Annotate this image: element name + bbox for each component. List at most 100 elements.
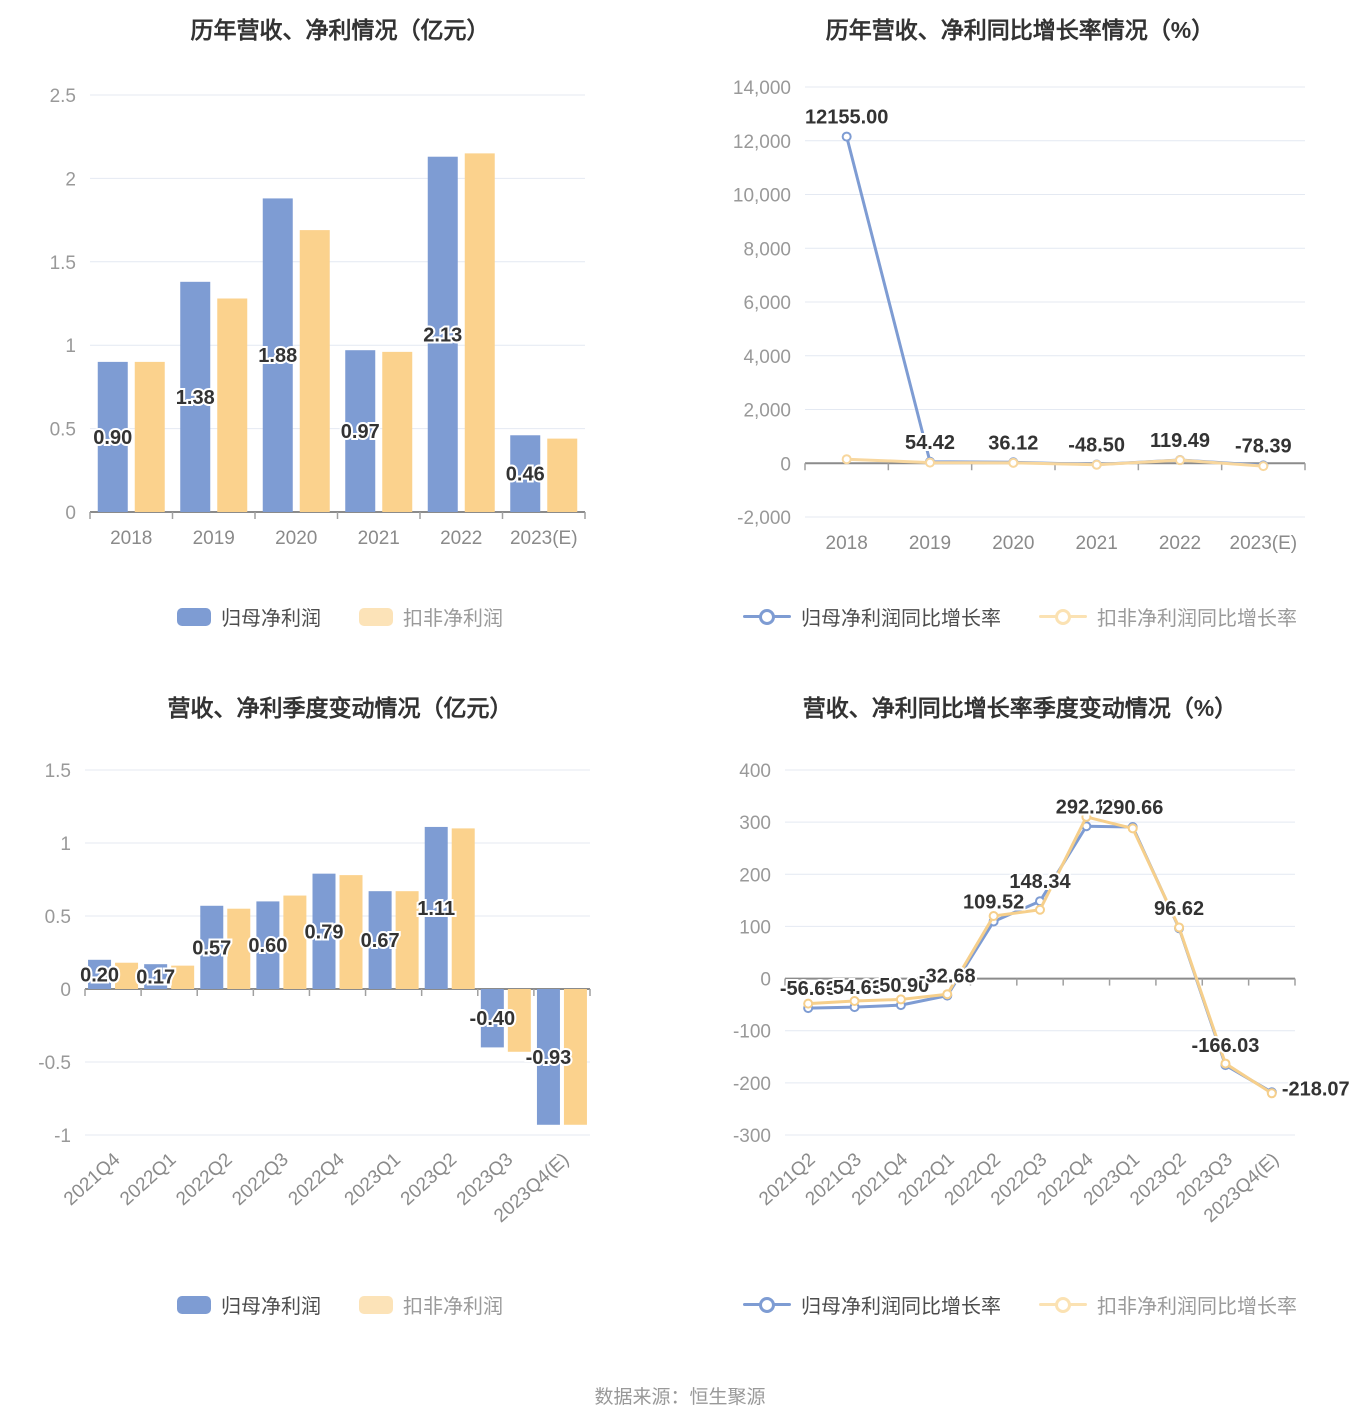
svg-text:0.60: 0.60 [248, 935, 287, 957]
svg-text:2019: 2019 [193, 528, 235, 549]
svg-text:8,000: 8,000 [743, 239, 791, 260]
svg-text:-32.68: -32.68 [919, 966, 976, 988]
svg-text:2020: 2020 [275, 528, 317, 549]
x-axis-labels: 2021Q22021Q32021Q42022Q12022Q22022Q32022… [755, 1149, 1283, 1227]
svg-text:-56.60: -56.60 [780, 978, 837, 1000]
value-labels: 12155.00 54.42 36.12 -48.50 119.49 -78.39 [803, 105, 1294, 460]
annual-values-bar-chart: 0 0.5 1 1.5 2 2.5 2018 2019 2020 2021 2022 2023(E) 0… [50, 86, 586, 549]
legend-item-series-0: 归母净利润同比增长率 [743, 1290, 1001, 1319]
svg-text:0.90: 0.90 [93, 427, 132, 449]
svg-text:292.12: 292.12 [1056, 796, 1117, 818]
annual-values-legend: 归母净利润 扣非净利润 [0, 602, 680, 631]
legend-label: 扣非净利润 [403, 1296, 503, 1318]
bar-series-1 [115, 828, 587, 1125]
legend-item-series-1: 扣非净利润同比增长率 [1039, 602, 1297, 631]
svg-text:2021: 2021 [1076, 533, 1118, 554]
gridlines [785, 769, 1295, 1136]
gridlines [805, 86, 1305, 518]
svg-text:0.5: 0.5 [50, 420, 76, 441]
x-axis-labels: 2018 2019 2020 2021 2022 2023(E) [110, 528, 577, 549]
y-axis-labels: -300 -200 -100 0 100 200 300 400 [733, 761, 771, 1147]
svg-text:2023(E): 2023(E) [1230, 533, 1298, 554]
svg-text:54.42: 54.42 [905, 432, 955, 454]
svg-text:0.97: 0.97 [341, 421, 380, 443]
quarterly-values-bar-chart: -1-0.500.511.52021Q42022Q12022Q22022Q320… [38, 761, 591, 1227]
svg-text:1: 1 [65, 336, 76, 357]
panel-quarterly-values: 营收、净利季度变动情况（亿元） -1 -0.5 0 0.5 1 1.5 2021Q4 2022… [0, 660, 680, 1360]
line-series-0 [841, 131, 1269, 471]
x-axis-labels: 2021Q42022Q12022Q22022Q32022Q42023Q12023… [60, 1149, 573, 1227]
svg-text:0: 0 [760, 970, 771, 991]
legend-label: 扣非净利润 [403, 608, 503, 630]
svg-text:1.38: 1.38 [176, 387, 215, 409]
svg-text:0: 0 [65, 503, 76, 524]
x-axis [84, 988, 591, 996]
svg-text:-0.93: -0.93 [526, 1047, 572, 1069]
legend-line-marker-icon [1039, 608, 1087, 626]
legend-item-series-1: 扣非净利润 [359, 1290, 503, 1319]
svg-text:119.49: 119.49 [1150, 430, 1210, 452]
line-series-1 [841, 454, 1269, 472]
svg-text:96.62: 96.62 [1154, 898, 1204, 920]
svg-text:36.12: 36.12 [988, 432, 1038, 454]
svg-text:1.88: 1.88 [258, 345, 297, 367]
bar-series-0 [88, 826, 560, 1125]
svg-text:-48.50: -48.50 [1068, 435, 1125, 457]
legend-label: 扣非净利润同比增长率 [1097, 608, 1297, 630]
legend-line-marker-icon [743, 608, 791, 626]
svg-text:10,000: 10,000 [733, 186, 791, 207]
svg-text:0: 0 [60, 980, 71, 1001]
legend-item-series-0: 归母净利润 [177, 602, 321, 631]
svg-text:109.52: 109.52 [963, 891, 1024, 913]
annual-growth-title: 历年营收、净利同比增长率情况（%） [825, 17, 1215, 43]
legend-label: 归母净利润同比增长率 [801, 1296, 1001, 1318]
x-axis [89, 511, 586, 519]
legend-label: 扣非净利润同比增长率 [1097, 1296, 1297, 1318]
svg-text:-218.07: -218.07 [1282, 1078, 1350, 1100]
panel-annual-values: 历年营收、净利情况（亿元） 0 0.5 1 1.5 2 2.5 2018 2019 2020 20… [0, 0, 680, 660]
y-axis-labels: -1 -0.5 0 0.5 1 1.5 [38, 761, 71, 1147]
data-source-footer: 数据来源：恒生聚源 [0, 1360, 1360, 1425]
svg-text:-0.40: -0.40 [470, 1008, 516, 1030]
value-labels: 0.20 0.17 0.57 0.60 0.79 0.67 1.11 -0.40 -0.93 [78, 896, 573, 1071]
svg-text:2019: 2019 [909, 533, 951, 554]
legend-bar-swatch-icon [359, 607, 393, 626]
svg-text:2022Q4: 2022Q4 [285, 1149, 350, 1210]
quarterly-growth-title: 营收、净利同比增长率季度变动情况（%） [802, 695, 1238, 721]
svg-text:0.17: 0.17 [136, 967, 175, 989]
value-labels: 0.90 1.38 1.88 0.97 2.13 0.46 [91, 322, 546, 487]
quarterly-growth-line-chart: -300 -200 -100 0 100 200 300 400 2021Q22021Q3202… [733, 761, 1352, 1227]
svg-text:2022Q1: 2022Q1 [116, 1149, 180, 1210]
legend-item-series-1: 扣非净利润同比增长率 [1039, 1290, 1297, 1319]
svg-text:2022Q3: 2022Q3 [228, 1149, 292, 1210]
bar-series-0 [97, 156, 541, 512]
svg-text:290.66: 290.66 [1102, 797, 1163, 819]
x-axis-labels: 2018 2019 2020 2021 2022 2023(E) [826, 533, 1298, 554]
svg-text:1.5: 1.5 [45, 761, 71, 782]
svg-text:200: 200 [739, 865, 771, 886]
svg-text:1.5: 1.5 [50, 253, 76, 274]
panel-quarterly-growth: 营收、净利同比增长率季度变动情况（%） -300 -200 -100 0 100 200 3… [680, 660, 1360, 1360]
svg-text:2.13: 2.13 [423, 324, 462, 346]
svg-text:-0.5: -0.5 [38, 1053, 71, 1074]
svg-text:0.67: 0.67 [361, 930, 400, 952]
svg-text:0.57: 0.57 [192, 937, 231, 959]
svg-text:-166.03: -166.03 [1192, 1035, 1260, 1057]
svg-text:-1: -1 [54, 1126, 71, 1147]
svg-text:-78.39: -78.39 [1235, 435, 1292, 457]
svg-text:400: 400 [739, 761, 771, 782]
svg-text:0.20: 0.20 [80, 964, 119, 986]
svg-text:2023(E): 2023(E) [510, 528, 578, 549]
annual-growth-line-chart: -2,000 0 2,000 4,000 6,000 8,000 10,000 12,000 1… [733, 78, 1306, 554]
data-source-text: 数据来源：恒生聚源 [594, 1387, 766, 1408]
svg-text:12,000: 12,000 [733, 132, 791, 153]
svg-text:2021Q4: 2021Q4 [60, 1149, 125, 1210]
legend-label: 归母净利润同比增长率 [801, 608, 1001, 630]
svg-text:-2,000: -2,000 [737, 508, 791, 529]
svg-text:-300: -300 [733, 1126, 771, 1147]
svg-text:2022Q2: 2022Q2 [172, 1149, 236, 1210]
svg-text:2020: 2020 [992, 533, 1034, 554]
legend-bar-swatch-icon [177, 607, 211, 626]
svg-text:-50.90: -50.90 [873, 975, 930, 997]
